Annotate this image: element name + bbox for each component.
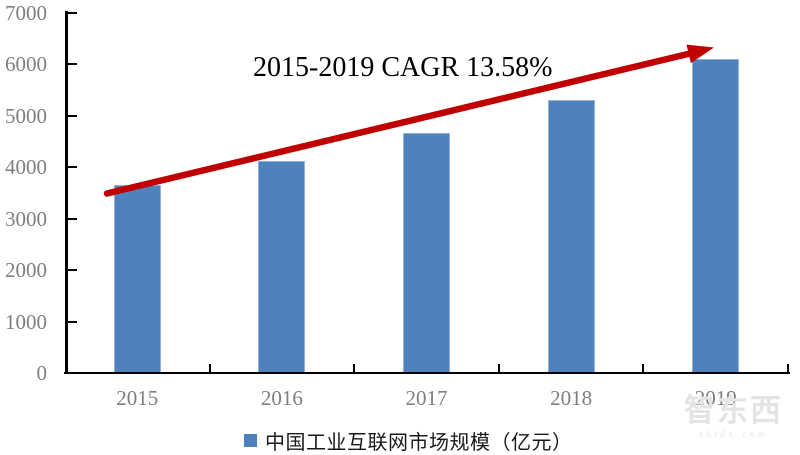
cagr-annotation: 2015-2019 CAGR 13.58% (253, 52, 553, 83)
x-tick-label-2018: 2018 (550, 386, 593, 410)
bar-2015 (113, 185, 161, 373)
y-tick-label-2000: 2000 (5, 258, 47, 283)
x-tick-mark (787, 364, 789, 372)
bar-2017 (403, 132, 450, 373)
y-tick-label-1000: 1000 (5, 309, 47, 334)
legend-label: 中国工业互联网市场规模（亿元） (265, 432, 573, 454)
y-tick-label-6000: 6000 (5, 52, 47, 77)
x-tick-mark (353, 364, 356, 372)
x-tick-label-2016: 2016 (260, 386, 303, 410)
y-tick-mark (67, 114, 77, 117)
y-tick-label-7000: 7000 (5, 1, 47, 25)
x-tick-label-2019: 2019 (694, 386, 737, 410)
y-tick-label-3000: 3000 (5, 206, 47, 231)
y-tick-mark (67, 217, 77, 220)
legend-marker-swatch (244, 434, 257, 447)
x-tick-mark (497, 364, 500, 372)
x-tick-mark (642, 364, 645, 372)
y-tick-mark (67, 269, 77, 272)
watermark-url-text: zhidx.com (698, 429, 769, 439)
bar-2016 (258, 161, 306, 373)
x-tick-label-2015: 2015 (116, 386, 159, 410)
y-tick-mark (67, 320, 77, 323)
x-tick-mark (208, 364, 211, 372)
y-tick-label-5000: 5000 (5, 103, 47, 128)
legend: 中国工业互联网市场规模（亿元） (244, 426, 573, 455)
bar-2019 (692, 58, 740, 373)
bar-2018 (547, 99, 595, 373)
y-tick-mark (67, 166, 77, 169)
x-tick-label-2017: 2017 (405, 386, 448, 410)
y-tick-mark (67, 63, 77, 66)
y-tick-label-0: 0 (36, 361, 48, 385)
y-tick-mark (67, 12, 77, 14)
x-axis-line (64, 371, 790, 374)
y-axis-line (65, 11, 68, 374)
y-tick-label-4000: 4000 (5, 155, 47, 180)
